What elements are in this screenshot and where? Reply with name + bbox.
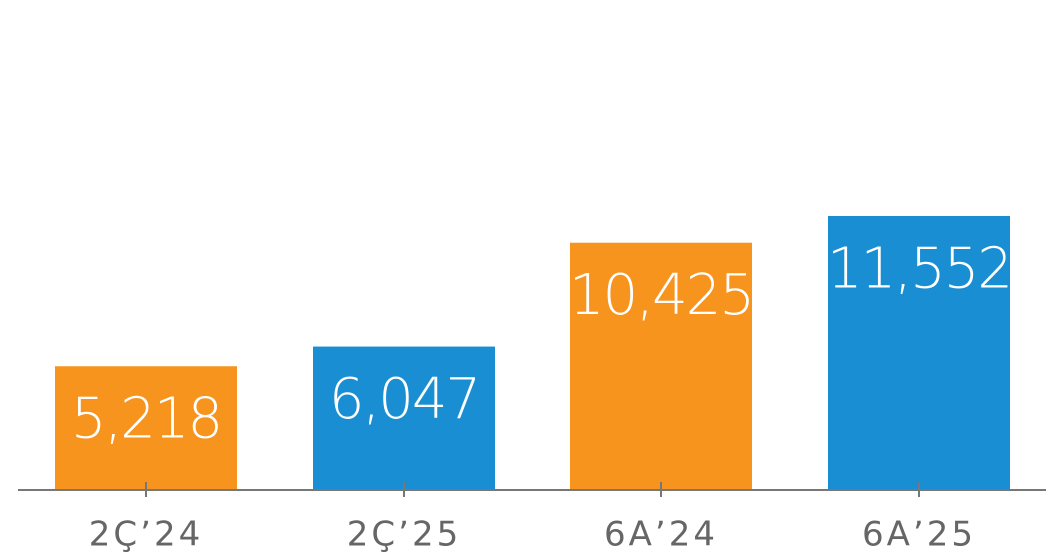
x-tick-label: 6A’24 bbox=[604, 515, 718, 555]
value-label: 5,218 bbox=[71, 386, 221, 451]
value-label: 10,425 bbox=[569, 263, 753, 328]
bar bbox=[55, 366, 237, 490]
value-label: 6,047 bbox=[329, 367, 479, 432]
x-tick-label: 2Ç’24 bbox=[89, 515, 203, 555]
x-tick-label: 2Ç’25 bbox=[347, 515, 461, 555]
bar bbox=[570, 242, 752, 490]
bar bbox=[828, 216, 1010, 490]
x-tick-label: 6A’25 bbox=[862, 515, 976, 555]
value-label: 11,552 bbox=[827, 236, 1011, 301]
bar bbox=[313, 346, 495, 490]
